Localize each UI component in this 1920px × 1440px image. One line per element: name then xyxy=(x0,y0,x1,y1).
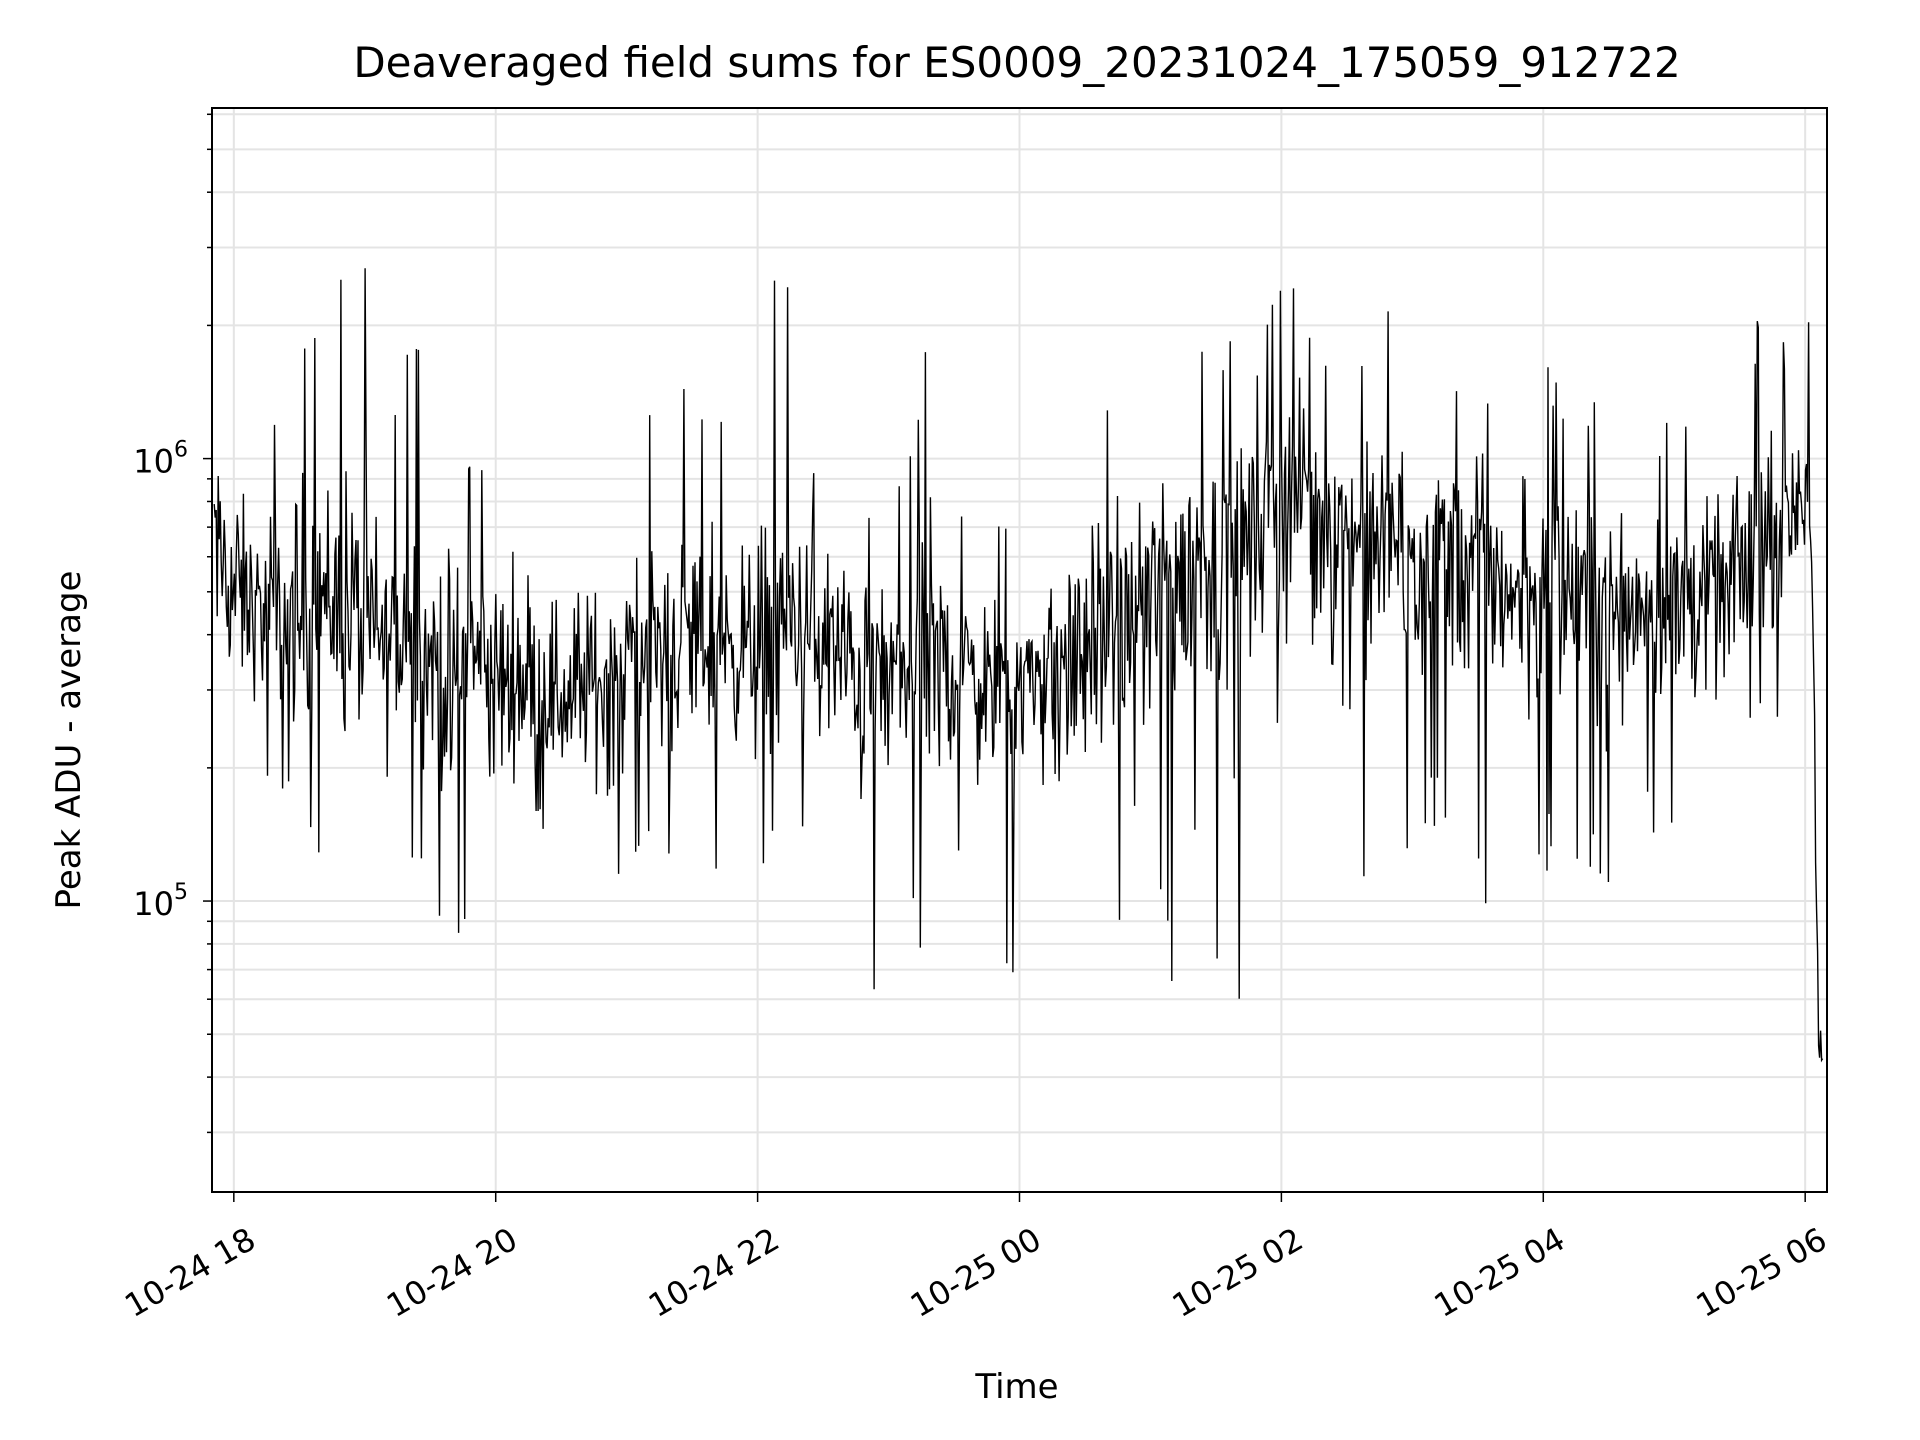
y-tick-label: 106 xyxy=(133,438,188,481)
x-tick-label: 10-25 04 xyxy=(1428,1220,1572,1325)
axes: 10-24 18 10-24 20 10-24 22 10-25 00 10-25 02… xyxy=(118,107,1834,1325)
series-layer xyxy=(213,268,1824,1063)
x-tick-label: 10-24 22 xyxy=(642,1220,786,1325)
x-tick-label: 10-24 18 xyxy=(118,1220,262,1325)
x-axis-label: Time xyxy=(974,1367,1058,1407)
x-tick-label: 10-25 00 xyxy=(904,1220,1048,1325)
y-axis-label: Peak ADU - average xyxy=(49,571,89,910)
x-tick-label: 10-25 06 xyxy=(1690,1220,1834,1325)
data-series-line xyxy=(213,268,1824,1063)
chart-title: Deaveraged field sums for ES0009_2023102… xyxy=(353,38,1680,87)
y-tick-label: 105 xyxy=(133,880,188,923)
plot-frame xyxy=(211,107,1828,1193)
x-tick-label: 10-25 02 xyxy=(1166,1220,1310,1325)
x-tick-label: 10-24 20 xyxy=(380,1220,524,1325)
